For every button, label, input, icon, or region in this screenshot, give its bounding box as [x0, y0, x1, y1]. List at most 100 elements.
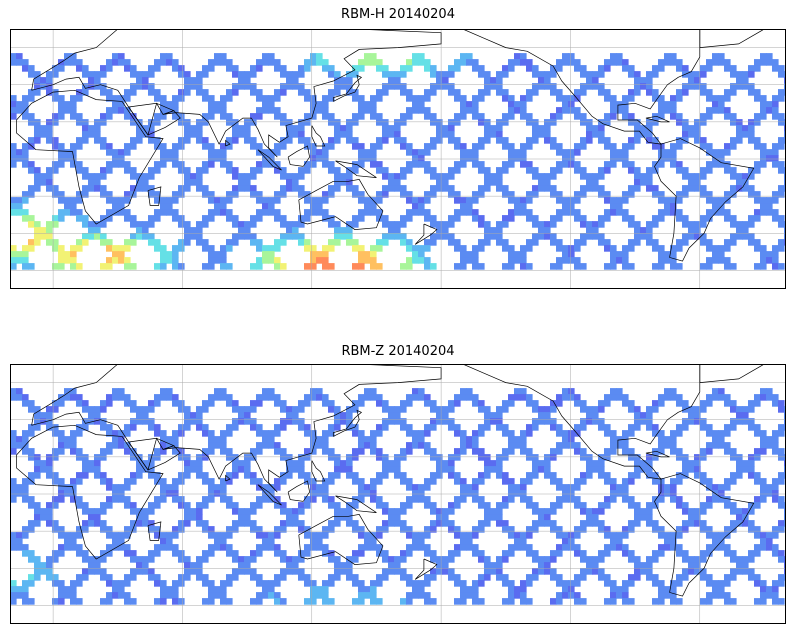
swath-cell	[244, 131, 251, 138]
swath-cell	[400, 239, 407, 246]
swath-cell	[274, 424, 281, 431]
swath-cell	[484, 83, 491, 90]
swath-cell	[196, 556, 203, 563]
swath-cell	[184, 406, 191, 413]
swath-cell	[352, 215, 359, 222]
swath-cell	[580, 448, 587, 455]
swath-cell	[118, 544, 125, 551]
swath-cell	[178, 574, 185, 581]
swath-cell	[484, 472, 491, 479]
swath-cell	[730, 508, 737, 515]
swath-cell	[454, 119, 461, 126]
swath-cell	[508, 490, 515, 497]
swath-cell	[628, 245, 635, 252]
swath-cell	[772, 197, 779, 204]
swath-cell	[634, 562, 641, 569]
swath-cell	[556, 484, 563, 491]
swath-cell	[760, 155, 767, 162]
swath-cell	[418, 484, 425, 491]
swath-cell	[118, 586, 125, 593]
swath-cell	[304, 550, 311, 557]
swath-cell	[514, 586, 521, 593]
swath-cell	[364, 59, 371, 66]
swath-cell	[634, 89, 641, 96]
swath-cell	[712, 394, 719, 401]
swath-cell	[70, 490, 77, 497]
swath-cell	[52, 448, 59, 455]
swath-cell	[178, 424, 185, 431]
swath-cell	[202, 598, 209, 605]
swath-cell	[598, 65, 605, 72]
swath-cell	[772, 490, 779, 497]
swath-cell	[556, 113, 563, 120]
swath-cell	[520, 496, 527, 503]
swath-cell	[274, 263, 281, 270]
swath-cell	[430, 400, 437, 407]
swath-cell	[682, 472, 689, 479]
swath-cell	[274, 257, 281, 264]
swath-cell	[154, 167, 161, 174]
swath-cell	[292, 71, 299, 78]
swath-cell	[70, 245, 77, 252]
swath-cell	[400, 520, 407, 527]
swath-cell	[214, 388, 221, 395]
swath-cell	[598, 568, 605, 575]
swath-cell	[682, 191, 689, 198]
swath-cell	[478, 496, 485, 503]
swath-cell	[310, 143, 317, 150]
swath-cell	[682, 119, 689, 126]
swath-cell	[118, 430, 125, 437]
swath-cell	[562, 203, 569, 210]
swath-cell	[160, 149, 167, 156]
swath-cell	[34, 125, 41, 132]
swath-cell	[694, 221, 701, 228]
swath-cell	[568, 394, 575, 401]
swath-cell	[610, 59, 617, 66]
swath-cell	[706, 239, 713, 246]
swath-cell	[250, 167, 257, 174]
swath-cell	[622, 592, 629, 599]
swath-cell	[16, 394, 23, 401]
swath-cell	[586, 173, 593, 180]
swath-cell	[508, 59, 515, 66]
swath-cell	[490, 466, 497, 473]
swath-cell	[250, 424, 257, 431]
swath-cell	[448, 233, 455, 240]
swath-cell	[430, 550, 437, 557]
swath-cell	[334, 119, 341, 126]
swath-cell	[658, 107, 665, 114]
swath-cell	[520, 580, 527, 587]
swath-cell	[178, 245, 185, 252]
swath-cell	[472, 143, 479, 150]
swath-cell	[574, 478, 581, 485]
swath-cell	[280, 239, 287, 246]
swath-cell	[46, 562, 53, 569]
swath-cell	[208, 430, 215, 437]
swath-cell	[400, 574, 407, 581]
swath-cell	[370, 442, 377, 449]
swath-cell	[370, 149, 377, 156]
swath-cell	[742, 125, 749, 132]
swath-cell	[256, 448, 263, 455]
swath-cell	[154, 59, 161, 66]
swath-cell	[418, 544, 425, 551]
swath-cell	[226, 580, 233, 587]
swath-cell	[622, 209, 629, 216]
swath-cell	[526, 532, 533, 539]
swath-cell	[436, 227, 443, 234]
swath-cell	[130, 83, 137, 90]
swath-cell	[340, 418, 347, 425]
swath-cell	[10, 430, 17, 437]
swath-cell	[274, 400, 281, 407]
swath-cell	[736, 568, 743, 575]
swath-cell	[256, 526, 263, 533]
swath-cell	[628, 71, 635, 78]
swath-cell	[142, 221, 149, 228]
swath-cell	[724, 574, 731, 581]
swath-cell	[580, 119, 587, 126]
swath-cell	[772, 65, 779, 72]
swath-cell	[76, 197, 83, 204]
swath-cell	[418, 245, 425, 252]
swath-cell	[478, 520, 485, 527]
swath-cell	[616, 436, 623, 443]
